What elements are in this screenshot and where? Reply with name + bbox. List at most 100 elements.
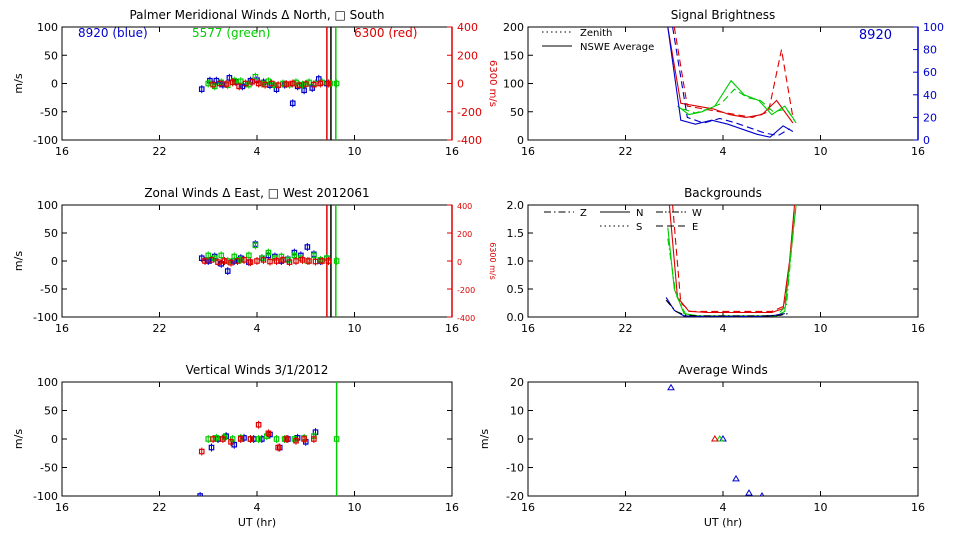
x-tick-label: 16 [521,145,535,158]
data-point-green [715,435,724,442]
data-point-red [202,258,208,264]
series-line-blue-dashed [672,27,790,137]
series-line-green-dashed [682,88,797,124]
plot-area-vert [197,382,340,496]
data-point-red [254,258,260,264]
data-point-green [213,435,220,441]
data-point-blue [224,268,231,274]
y-tick-label: -50 [40,283,58,296]
legend-label: NSWE Average [580,42,654,53]
right-y-axis-label: 6300 m/s [487,60,498,107]
y-tick-label: -100 [33,134,58,147]
y-axis-label: m/s [12,73,25,93]
data-point-red [306,258,312,264]
x-tick-label: 10 [814,501,828,514]
x-axis-label: UT (hr) [704,516,742,529]
data-point-red [228,439,234,445]
wavelength-annotation: 8920 [859,28,892,43]
y-tick-label: 100 [37,199,58,212]
y-tick-label: 0 [51,433,58,446]
data-point-blue [197,493,203,496]
plot-area-zonal [198,205,340,317]
data-point-red [260,257,267,263]
data-point-red [265,430,272,437]
data-point-red [247,259,254,265]
x-tick-label: 4 [254,322,261,335]
panel-merid: Palmer Meridional Winds Δ North, □ South… [12,8,498,158]
right-y-tick-label: 400 [457,21,478,34]
x-tick-label: 22 [619,322,633,335]
data-point-green [333,436,340,442]
data-point-red [215,259,221,265]
data-point-red [301,436,307,442]
chart-title: Zonal Winds Δ East, □ West 2012061 [144,186,369,200]
data-point-red [236,83,242,90]
x-tick-label: 22 [153,501,167,514]
y-tick-label: 150 [503,49,524,62]
right-y-tick-label: 0 [457,258,462,267]
data-point-blue [241,435,247,441]
y-tick-label: 0 [517,134,524,147]
data-point-blue [732,474,740,482]
data-point-blue [226,75,233,81]
series-line-black-dashdot [665,299,789,317]
data-point-red [296,82,303,88]
data-point-blue [259,436,265,442]
series-line-green-solid [667,205,797,317]
right-y-tick-label: 0 [457,78,464,91]
data-point-blue [198,86,205,92]
x-tick-label: 22 [153,145,167,158]
right-y-tick-label: 400 [457,202,472,211]
right-y-tick-label: 200 [457,230,472,239]
y-tick-label: 0 [51,78,58,91]
x-tick-label: 16 [445,322,459,335]
y-tick-label: -10 [506,462,524,475]
series-line-red-solid [667,27,794,124]
data-point-green [293,79,299,86]
legend-label: Zenith [580,28,612,39]
x-axis-label: UT (hr) [238,516,276,529]
data-point-red [312,258,319,265]
data-point-red [237,436,244,442]
y-tick-label: 50 [510,106,524,119]
data-point-red [247,436,254,442]
y-tick-label: -50 [40,462,58,475]
x-tick-label: 10 [348,501,362,514]
right-y-tick-label: -200 [457,286,475,295]
data-point-red [299,257,306,263]
data-point-red [228,259,234,266]
y-tick-label: 0.0 [507,311,525,324]
y-tick-label: 50 [44,49,58,62]
y-tick-label: 0 [517,433,524,446]
x-tick-label: 22 [153,322,167,335]
x-tick-label: 4 [720,501,727,514]
plot-frame [527,204,919,318]
data-point-red [208,257,215,263]
legend-label: S [636,222,642,233]
data-point-red [311,436,317,442]
legend-label: N [636,208,643,219]
data-point-red [255,421,262,428]
data-point-red [280,257,286,263]
y-tick-label: -100 [33,490,58,503]
data-point-red [289,80,296,87]
plot-area-bright [667,27,797,138]
data-point-red [275,82,281,88]
right-y-tick-label: 100 [923,21,944,34]
data-point-red [198,448,205,455]
y-tick-label: 100 [37,376,58,389]
y-tick-label: -20 [506,490,524,503]
x-tick-label: 16 [445,145,459,158]
series-line-red-solid [668,205,796,314]
data-point-green [252,73,259,80]
data-point-red [267,258,273,265]
x-tick-label: 22 [619,501,633,514]
y-tick-label: 100 [37,21,58,34]
x-tick-label: 16 [55,322,69,335]
data-point-green [237,257,244,263]
series-line-green-dashdot [667,216,796,317]
data-point-red [229,79,236,86]
data-point-red [273,258,280,264]
